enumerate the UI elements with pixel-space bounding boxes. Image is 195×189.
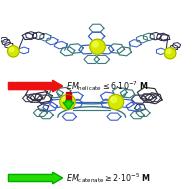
Text: $\mathit{EM}_{\mathrm{helicate}}\leq 6{\cdot}10^{-7}$ M: $\mathit{EM}_{\mathrm{helicate}}\leq 6{\… bbox=[66, 79, 148, 93]
Circle shape bbox=[9, 47, 14, 52]
Circle shape bbox=[108, 94, 124, 109]
Circle shape bbox=[60, 94, 75, 109]
FancyArrow shape bbox=[8, 172, 63, 184]
FancyArrow shape bbox=[8, 80, 63, 92]
Circle shape bbox=[166, 49, 171, 53]
FancyArrow shape bbox=[63, 101, 74, 109]
FancyArrow shape bbox=[66, 92, 71, 101]
Circle shape bbox=[90, 39, 105, 54]
Circle shape bbox=[7, 46, 19, 57]
Circle shape bbox=[164, 48, 176, 59]
Circle shape bbox=[92, 41, 98, 47]
Text: $\mathit{EM}_{\mathrm{catenate}}\geq 2{\cdot}10^{-5}$ M: $\mathit{EM}_{\mathrm{catenate}}\geq 2{\… bbox=[66, 171, 151, 185]
Circle shape bbox=[62, 97, 68, 102]
Circle shape bbox=[111, 97, 117, 102]
